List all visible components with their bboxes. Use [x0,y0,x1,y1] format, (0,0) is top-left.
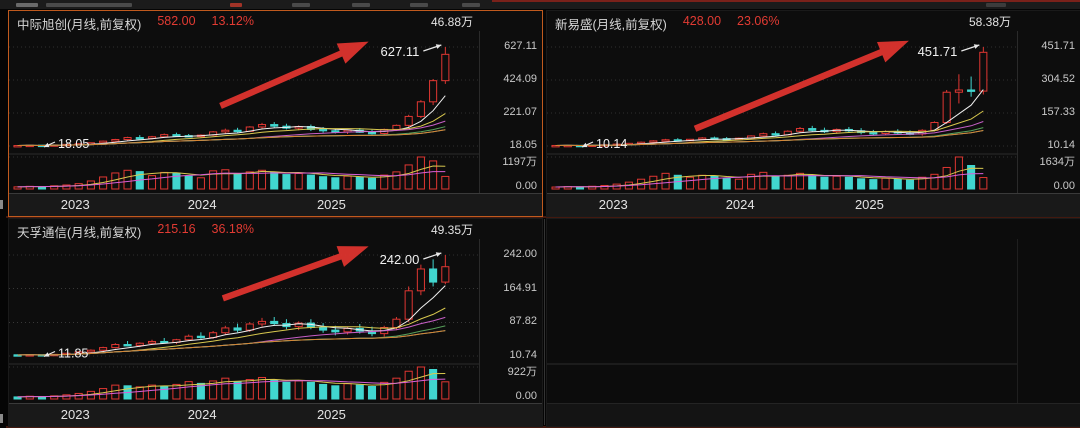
toolbar-fragment [462,3,480,7]
x-axis-year-label: 2023 [598,197,628,212]
price-axis-tick: 424.09 [503,73,537,85]
time-axis [547,403,1080,426]
x-axis-year-label: 2024 [187,407,217,422]
svg-text:451.71: 451.71 [918,44,958,59]
volume-axis-tick: 0.00 [515,390,537,402]
price-axis-tick: 18.05 [509,139,537,151]
x-axis-year-label: 2025 [316,197,346,212]
stock-change-pct: 23.06% [737,14,780,28]
svg-text:10.14: 10.14 [596,137,627,151]
toolbar-fragment [16,3,38,7]
edge-handle[interactable] [0,414,3,423]
latest-volume-label: 58.38万 [968,15,1011,29]
price-axis-tick: 157.33 [1041,106,1075,118]
chart-header: 新易盛(月线,前复权) 428.00 23.06% [547,11,1080,34]
edge-handle[interactable] [0,200,3,209]
toolbar-fragment [230,3,242,7]
volume-axis-tick: 0.00 [1053,180,1075,192]
svg-text:627.11: 627.11 [381,44,420,59]
toolbar-fragment [46,3,132,7]
stock-price: 428.00 [682,14,722,28]
stock-change-pct: 13.12% [211,14,254,28]
chart-plot-area[interactable]: 451.71 10.14 [547,31,1018,194]
price-axis-tick: 221.07 [503,106,537,118]
chart-canvas [547,363,1017,365]
price-axis-tick: 87.82 [509,315,537,328]
x-axis-year-label: 2024 [187,197,217,212]
chart-header: 中际旭创(月线,前复权) 582.00 13.12% [9,11,542,34]
chart-panel-empty[interactable] [546,218,1080,427]
chart-panel-tianfutongxin[interactable]: 天孚通信(月线,前复权) 215.16 36.18% 49.35万 242.00… [8,218,543,427]
stock-title: 天孚通信(月线,前复权) [17,226,142,240]
chart-canvas: 242.00 11.85 [9,246,479,400]
time-axis: 2023 2024 2025 [9,403,542,426]
toolbar-fragment [292,3,310,7]
time-axis: 2023 2024 2025 [9,193,542,216]
x-axis-year-label: 2023 [60,407,90,422]
x-axis-year-label: 2025 [316,407,346,422]
stock-price: 582.00 [157,14,196,28]
volume-axis-tick: 1197万 [502,156,537,168]
toolbar-fragment [986,3,1006,7]
svg-text:11.85: 11.85 [58,347,88,361]
grid-bottom-divider [6,426,1080,428]
volume-axis-tick: 1634万 [1039,156,1075,168]
chart-panel-xinyisheng[interactable]: 新易盛(月线,前复权) 428.00 23.06% 58.38万 451.71 1… [546,10,1080,217]
price-axis-tick: 10.14 [1047,139,1075,151]
toolbar-fragment [352,3,370,7]
empty-axis [1018,239,1080,404]
x-axis-year-label: 2024 [725,197,755,212]
price-axis-tick: 304.52 [1041,73,1075,85]
grid-column-divider [544,219,545,425]
chart-panel-zhongjixuchuang[interactable]: 中际旭创(月线,前复权) 582.00 13.12% 46.88万 627.11… [8,10,543,217]
price-axis: 451.71 304.52 157.33 10.14 1634万 0.00 [1018,31,1080,194]
price-axis-tick: 164.91 [503,281,537,294]
toolbar-fragment [410,3,428,7]
price-axis: 242.00 164.91 87.82 10.74 922万 0.00 [480,239,542,404]
volume-axis-tick: 0.00 [515,180,537,192]
price-axis-tick: 242.00 [503,248,537,260]
price-axis-tick: 627.11 [504,40,537,52]
chart-plot-area[interactable]: 627.11 18.05 [9,31,480,194]
stock-title: 新易盛(月线,前复权) [555,18,667,32]
stock-price: 215.16 [157,222,196,236]
svg-text:242.00: 242.00 [380,252,420,267]
chart-header: 天孚通信(月线,前复权) 215.16 36.18% [9,219,542,242]
chart-canvas: 451.71 10.14 [547,40,1017,190]
latest-volume-label: 49.35万 [430,223,473,237]
volume-axis-tick: 922万 [507,366,537,378]
cropped-toolbar[interactable] [0,0,1080,9]
price-axis-tick: 451.71 [1041,40,1075,52]
chart-plot-area[interactable]: 242.00 11.85 [9,239,480,404]
time-axis: 2023 2024 2025 [547,193,1080,216]
stock-title: 中际旭创(月线,前复权) [17,18,142,32]
grid-row-divider [6,216,1080,218]
svg-text:18.05: 18.05 [58,137,89,151]
latest-volume-label: 46.88万 [430,15,473,29]
toolbar-divider [492,0,1080,2]
empty-plot-area[interactable] [547,239,1018,404]
stock-change-pct: 36.18% [211,222,254,236]
chart-canvas: 627.11 18.05 [9,41,479,190]
price-axis: 627.11 424.09 221.07 18.05 1197万 0.00 [480,31,542,194]
price-axis-tick: 10.74 [509,349,537,361]
x-axis-year-label: 2025 [854,197,884,212]
x-axis-year-label: 2023 [60,197,90,212]
